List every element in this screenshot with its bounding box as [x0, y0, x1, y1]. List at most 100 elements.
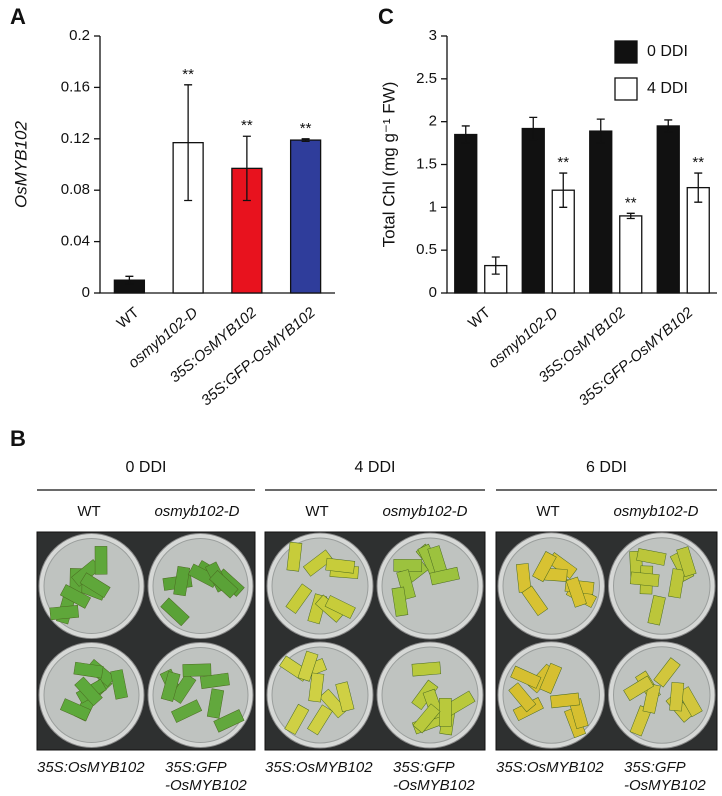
bottom-label: 35S:GFP: [393, 759, 455, 776]
leaf: [642, 683, 661, 714]
y-tick-label: 1.5: [416, 155, 437, 172]
leaf: [171, 699, 203, 723]
bottom-label: 35S:GFP: [165, 759, 227, 776]
leaf: [550, 692, 580, 709]
y-tick-label: 2: [429, 113, 437, 130]
x-tick-label: 35S:GFP-OsMYB102: [198, 304, 319, 410]
leaf: [532, 551, 557, 583]
y-tick-label: 0.04: [61, 233, 90, 250]
top-label: osmyb102-D: [154, 503, 239, 520]
leaf: [286, 541, 303, 572]
leaf: [213, 709, 245, 733]
leaf: [160, 671, 181, 702]
y-axis-label: OsMYB102: [11, 120, 30, 207]
leaf: [539, 662, 563, 694]
legend-swatch: [614, 77, 638, 101]
leaf: [170, 673, 197, 704]
significance-label: **: [692, 154, 704, 171]
bar: [454, 133, 478, 294]
bar: [172, 142, 204, 294]
bottom-label: 35S:OsMYB102: [496, 759, 604, 776]
leaf: [438, 697, 452, 727]
leaf: [653, 657, 681, 688]
leaf: [325, 557, 356, 574]
top-label: WT: [77, 503, 100, 520]
x-tick-label: WT: [465, 304, 494, 332]
leaf: [508, 682, 537, 713]
leaf: [319, 688, 348, 719]
leaf: [59, 698, 92, 722]
leaf: [94, 546, 108, 575]
leaf: [629, 571, 660, 587]
leaf: [636, 548, 667, 566]
y-axis-label: Total Chl (mg g⁻¹ FW): [379, 82, 398, 248]
bottom-label: 35S:GFP: [624, 759, 686, 776]
leaf: [324, 595, 356, 619]
leaf: [429, 566, 460, 586]
y-tick-label: 0.16: [61, 78, 90, 95]
panel-letter: C: [378, 4, 394, 29]
error-bar: [529, 116, 538, 141]
leaf: [79, 572, 111, 599]
legend-label: 0 DDI: [647, 43, 688, 60]
error-bar: [461, 125, 470, 144]
bottom-label: -OsMYB102: [165, 777, 247, 794]
significance-label: **: [182, 66, 194, 83]
leaf: [199, 672, 230, 689]
top-label: osmyb102-D: [613, 503, 698, 520]
leaf: [308, 672, 325, 703]
bar: [589, 130, 613, 294]
error-bar: [301, 138, 310, 143]
bar: [289, 139, 322, 294]
error-bar: [626, 212, 635, 220]
significance-label: **: [241, 117, 253, 134]
leaf: [302, 549, 334, 577]
bar: [619, 215, 643, 294]
bottom-label: 35S:OsMYB102: [37, 759, 145, 776]
column-title: 0 DDI: [126, 459, 167, 476]
leaf: [173, 566, 191, 597]
leaf: [284, 703, 310, 735]
column-title: 4 DDI: [355, 459, 396, 476]
well-inner: [613, 537, 711, 635]
bottom-label: 35S:OsMYB102: [265, 759, 373, 776]
leaf: [307, 704, 333, 736]
bottom-label: -OsMYB102: [393, 777, 475, 794]
x-tick-label: 35S:GFP-OsMYB102: [576, 304, 697, 410]
leaf: [206, 688, 225, 719]
y-tick-label: 3: [429, 27, 437, 44]
bar: [686, 186, 710, 294]
leaf: [411, 661, 442, 677]
leaf: [647, 594, 666, 626]
error-bar: [664, 119, 673, 133]
well-inner: [502, 537, 600, 635]
bar: [521, 127, 545, 294]
leaf: [412, 703, 441, 734]
y-tick-label: 1: [429, 198, 437, 215]
leaf: [565, 576, 587, 608]
leaf: [182, 663, 212, 677]
leaf: [73, 661, 104, 679]
error-bar: [242, 135, 251, 202]
significance-label: **: [557, 154, 569, 171]
y-tick-label: 0.2: [69, 27, 90, 44]
y-tick-label: 2.5: [416, 70, 437, 87]
leaf: [669, 681, 685, 712]
legend-label: 4 DDI: [647, 80, 688, 97]
error-bar: [125, 275, 134, 285]
leaf: [59, 584, 91, 609]
leaf: [209, 569, 239, 599]
leaf: [49, 605, 80, 621]
significance-label: **: [300, 120, 312, 137]
error-bar: [596, 118, 605, 144]
leaf: [110, 669, 128, 700]
leaf: [160, 597, 190, 627]
leaf: [285, 583, 313, 614]
error-bar: [491, 256, 500, 275]
y-tick-label: 0.5: [416, 241, 437, 258]
y-tick-label: 0: [429, 284, 437, 301]
x-tick-label: WT: [114, 304, 143, 332]
leaf: [510, 665, 542, 689]
error-bar: [694, 172, 703, 203]
